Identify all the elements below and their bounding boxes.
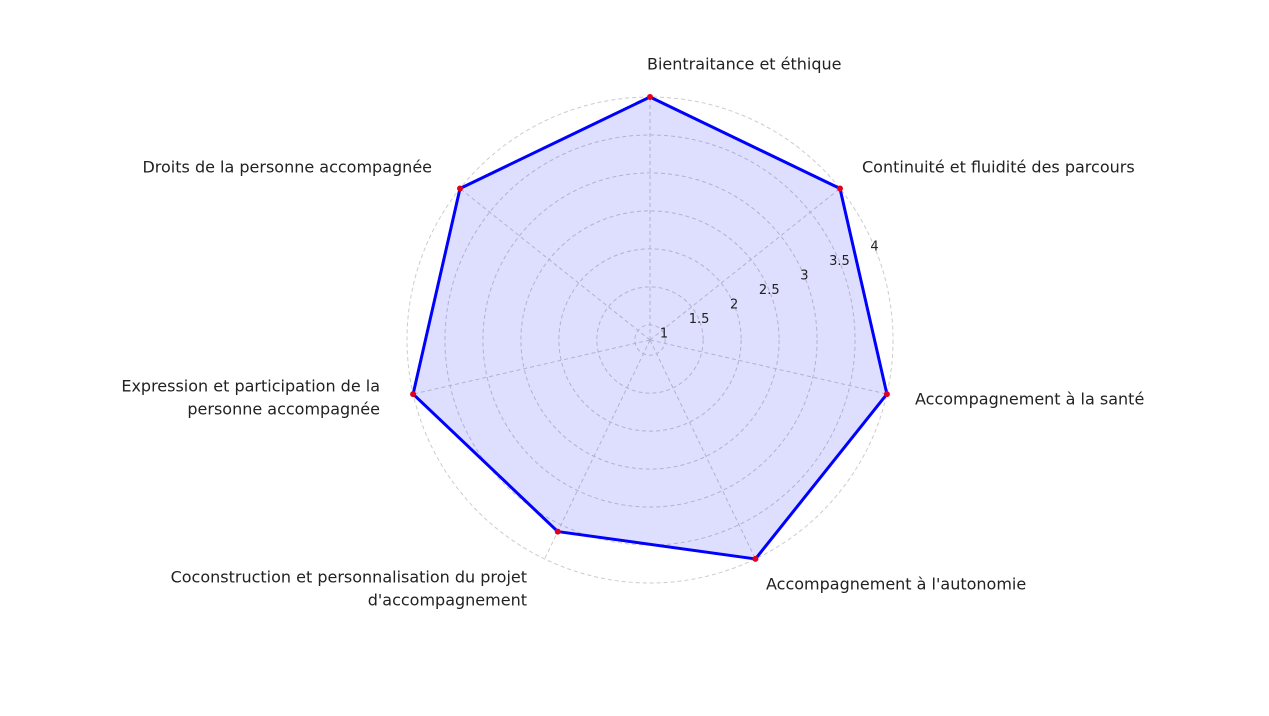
r-tick-label: 2: [730, 298, 738, 313]
grid-spoke: [544, 339, 651, 560]
data-point: [883, 391, 890, 398]
axis-label: Accompagnement à la santé: [915, 390, 1144, 409]
r-tick-label: 4: [870, 240, 878, 255]
r-tick-label: 3: [800, 269, 808, 284]
axis-label: Coconstruction et personnalisation du pr…: [171, 567, 527, 609]
data-point: [752, 555, 759, 562]
grid-ring: [596, 286, 704, 394]
data-point: [457, 185, 464, 192]
r-tick-label: 3.5: [829, 254, 850, 269]
r-tick-label: 1.5: [689, 312, 710, 327]
data-point: [410, 391, 417, 398]
axis-label: Bientraitance et éthique: [647, 55, 842, 74]
data-point: [836, 185, 843, 192]
axis-label: Expression et participation de la personn…: [121, 376, 380, 418]
grid-ring: [482, 172, 818, 508]
grid-spoke: [412, 339, 651, 395]
data-point: [554, 528, 561, 535]
grid-spoke: [459, 188, 651, 341]
axis-label: Droits de la personne accompagnée: [142, 158, 432, 177]
radar-area: [411, 95, 889, 561]
grid-spoke: [649, 188, 841, 341]
grid-ring: [444, 134, 856, 546]
data-point: [647, 94, 653, 100]
axis-label: Accompagnement à l'autonomie: [766, 575, 1026, 594]
r-tick-label: 1: [660, 327, 668, 342]
grid-spoke: [649, 339, 888, 395]
r-tick-label: 2.5: [759, 283, 780, 298]
axis-label: Continuité et fluidité des parcours: [862, 158, 1135, 177]
grid-spoke: [649, 339, 756, 560]
grid-ring: [520, 210, 780, 470]
